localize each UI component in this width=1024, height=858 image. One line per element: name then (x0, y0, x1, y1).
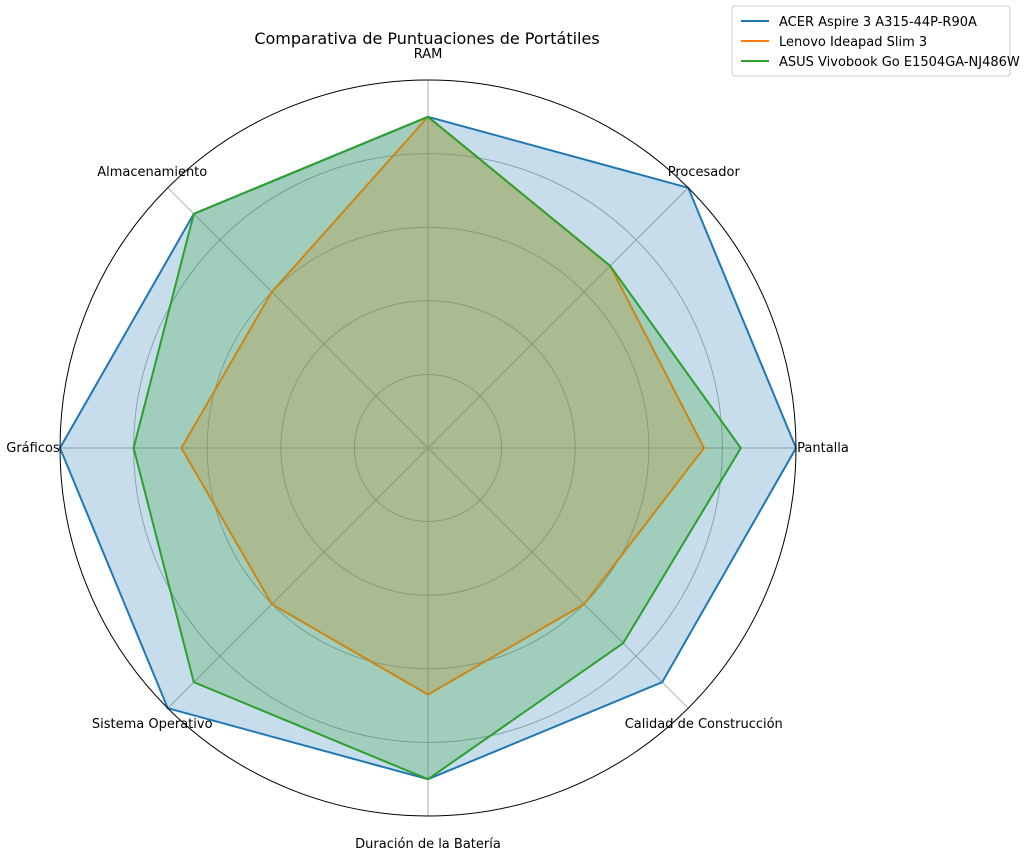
axis-label-calidad-de-construccion: Calidad de Construcción (625, 717, 783, 732)
series-line-asus (132, 115, 742, 781)
chart-title: Comparativa de Puntuaciones de Portátile… (254, 29, 599, 48)
polar-frame (59, 79, 797, 817)
axis-label-duracion-de-la-bateria: Duración de la Batería (355, 837, 501, 852)
legend: ACER Aspire 3 A315-44P-R90A Lenovo Ideap… (731, 5, 1020, 77)
axis-label-procesador: Procesador (668, 165, 741, 180)
axis-label-pantalla: Pantalla (797, 441, 849, 456)
axis-label-sistema-operativo: Sistema Operativo (92, 717, 213, 732)
axis-label-almacenamiento: Almacenamiento (97, 165, 207, 180)
legend-box (731, 5, 1011, 77)
radar-axis-labels: RAM Procesador Pantalla Calidad de Construc… (6, 47, 849, 852)
legend-label-lenovo: Lenovo Ideapad Slim 3 (779, 35, 927, 50)
axis-spoke-sistema-operativo (167, 447, 429, 709)
series-line-lenovo (180, 115, 706, 696)
radar-series (58, 115, 798, 781)
legend-label-asus: ASUS Vivobook Go E1504GA-NJ486W (779, 55, 1020, 70)
axis-label-ram: RAM (414, 47, 443, 62)
legend-item-acer: ACER Aspire 3 A315-44P-R90A (741, 15, 977, 30)
legend-item-asus: ASUS Vivobook Go E1504GA-NJ486W (741, 55, 1020, 70)
series-area-lenovo (181, 116, 704, 695)
axis-spoke-procesador (427, 187, 689, 449)
axis-spoke-almacenamiento (167, 187, 429, 449)
legend-item-lenovo: Lenovo Ideapad Slim 3 (741, 35, 927, 50)
series-area-acer (60, 116, 796, 780)
axis-label-graficos: Gráficos (6, 441, 60, 456)
axis-spoke-calidad-de-construccion (427, 447, 689, 709)
legend-label-acer: ACER Aspire 3 A315-44P-R90A (779, 15, 977, 30)
series-area-asus (133, 116, 741, 780)
radar-frame (59, 79, 797, 817)
